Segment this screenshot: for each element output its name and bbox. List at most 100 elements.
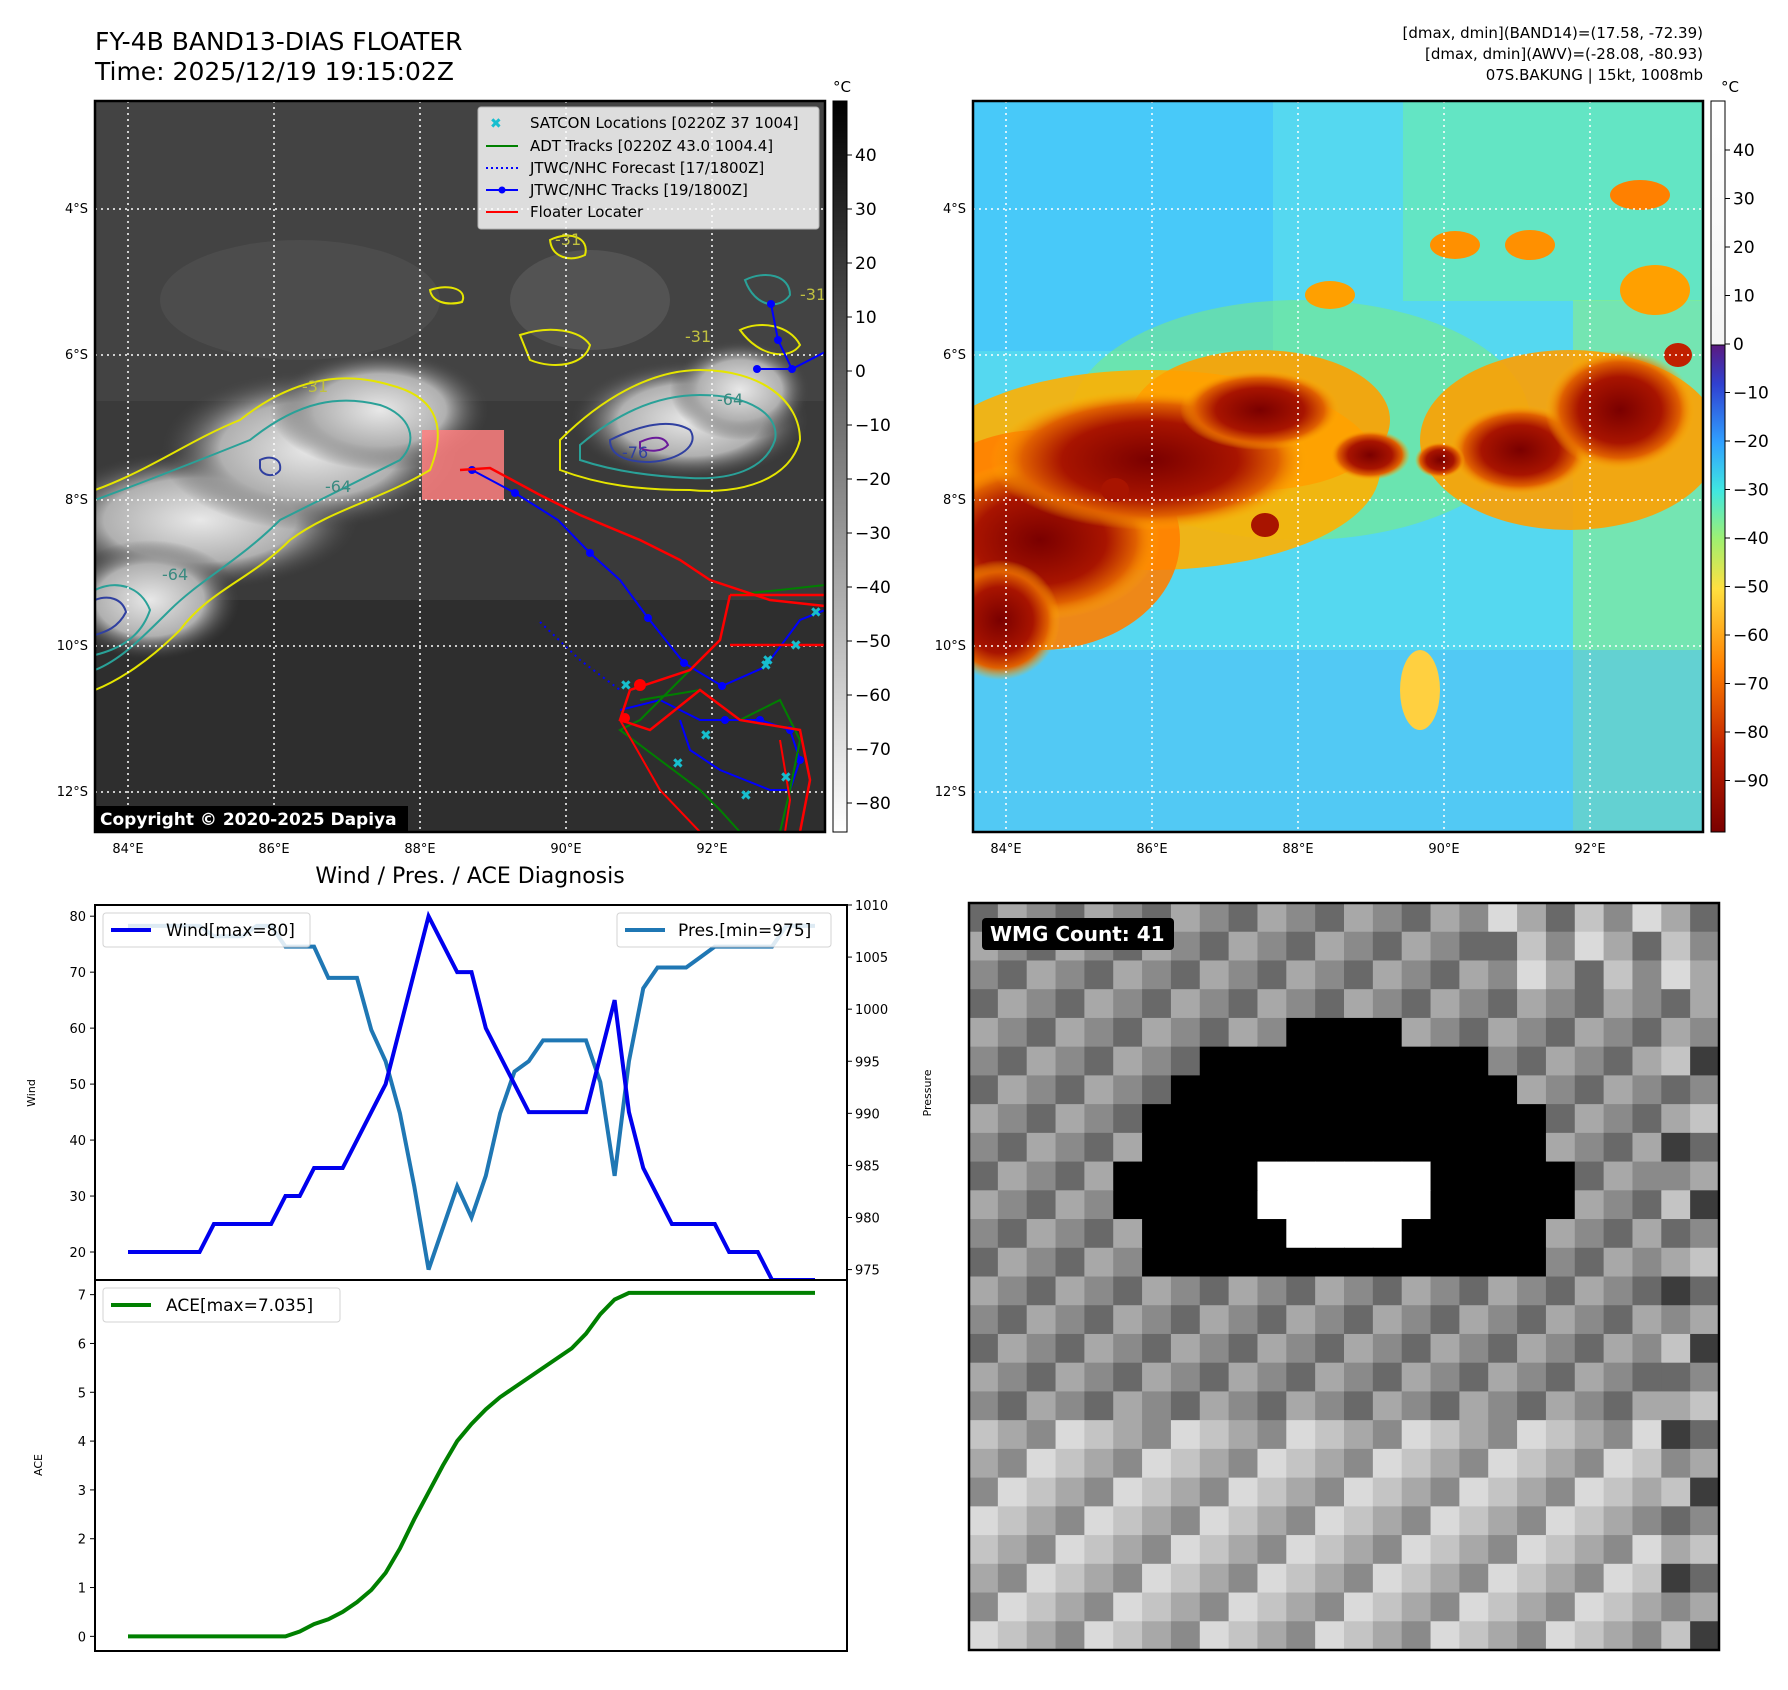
awv-colorbar-tick: 0	[1733, 335, 1744, 355]
awv-image	[973, 101, 1703, 832]
ir-colorbar-unit: °C	[833, 78, 851, 96]
awv-colorbar-tick: −60	[1733, 626, 1769, 646]
svg-text:84°E: 84°E	[112, 842, 143, 857]
awv-imagery-panel: 84°E 86°E 88°E 90°E 92°E 4°S 6°S 8°S 10°S 12…	[935, 78, 1769, 857]
ir-colorbar-tick: −10	[855, 416, 891, 436]
pres-tick: 1010	[855, 899, 888, 914]
svg-text:✖: ✖	[790, 638, 802, 654]
awv-colorbar-ticks: 40 30 20 10 0 −10 −20 −30 −40 −50 −60 −70 −80 −90	[1725, 141, 1769, 792]
awv-colorbar-tick: −70	[1733, 675, 1769, 695]
svg-text:12°S: 12°S	[57, 785, 88, 800]
contour-label: -31	[800, 285, 826, 304]
storm-info: 07S.BAKUNG | 15kt, 1008mb	[1486, 66, 1703, 84]
floater-locater	[459, 466, 825, 832]
ace-tick: 1	[78, 1582, 86, 1597]
pres-legend: Pres.[min=975]	[616, 912, 832, 948]
pres-tick: 975	[855, 1264, 880, 1279]
satcon-legend-marker: ✖	[490, 116, 502, 132]
ace-tick: 6	[78, 1337, 86, 1352]
svg-text:6°S: 6°S	[65, 348, 88, 363]
awv-colorbar-tick: −40	[1733, 529, 1769, 549]
svg-text:90°E: 90°E	[1428, 842, 1459, 857]
contour-label: -31	[685, 327, 711, 346]
copyright-text: Copyright © 2020-2025 Dapiya	[100, 810, 397, 830]
ir-colorbar-tick: −80	[855, 794, 891, 814]
svg-text:86°E: 86°E	[258, 842, 289, 857]
ir-colorbar-tick: −50	[855, 632, 891, 652]
awv-colorbar-tick: −90	[1733, 772, 1769, 792]
pres-tick: 1000	[855, 1003, 888, 1018]
svg-text:✖: ✖	[762, 653, 774, 669]
svg-text:84°E: 84°E	[990, 842, 1021, 857]
awv-colorbar-tick: 10	[1733, 287, 1755, 307]
pres-tick: 985	[855, 1159, 880, 1174]
wmg-grid	[969, 903, 1720, 1651]
svg-text:8°S: 8°S	[943, 493, 966, 508]
ir-x-ticks: 84°E 86°E 88°E 90°E 92°E	[112, 842, 727, 857]
svg-text:✖: ✖	[620, 678, 632, 694]
pres-y-ticks: 1010 1005 1000 995 990 985 980 975	[847, 899, 888, 1279]
ace-legend-label: ACE[max=7.035]	[166, 1296, 313, 1316]
jtwc-tracks	[468, 300, 825, 791]
svg-text:8°S: 8°S	[65, 493, 88, 508]
ace-series-line	[128, 1290, 815, 1639]
legend-jtwc-tracks: JTWC/NHC Tracks [19/1800Z]	[529, 181, 748, 199]
wind-y-ticks: 80 70 60 50 40 30 20	[69, 910, 95, 1261]
wind-tick: 80	[69, 910, 86, 925]
legend-floater: Floater Locater	[530, 203, 644, 221]
ir-colorbar-tick: 0	[855, 362, 866, 382]
legend-satcon: SATCON Locations [0220Z 37 1004]	[530, 114, 798, 132]
wind-series-line	[128, 910, 815, 1282]
wind-pres-panel: 80 70 60 50 40 30 20 1010 1005 1000 995 990 985 980 9…	[25, 899, 934, 1282]
ace-y-ticks: 7 6 5 4 3 2 1 0	[78, 1289, 95, 1645]
wmg-count-box	[982, 918, 1174, 950]
contour-label: -31	[302, 377, 328, 396]
legend-jtwc-forecast: JTWC/NHC Forecast [17/1800Z]	[529, 159, 764, 177]
awv-y-ticks: 4°S 6°S 8°S 10°S 12°S	[935, 202, 966, 800]
ir-colorbar-tick: 30	[855, 200, 877, 220]
wind-tick: 20	[69, 1246, 86, 1261]
ir-colorbar-tick: 10	[855, 308, 877, 328]
svg-text:6°S: 6°S	[943, 348, 966, 363]
contour-label: -64	[717, 390, 743, 409]
svg-text:86°E: 86°E	[1136, 842, 1167, 857]
ir-colorbar-tick: −30	[855, 524, 891, 544]
ir-colorbar-tick: −60	[855, 686, 891, 706]
copyright-box	[95, 806, 408, 832]
pres-tick: 990	[855, 1107, 880, 1122]
svg-text:10°S: 10°S	[935, 639, 966, 654]
ace-tick: 0	[78, 1630, 86, 1645]
wind-tick: 50	[69, 1078, 86, 1093]
ace-tick: 5	[78, 1386, 86, 1401]
svg-text:88°E: 88°E	[404, 842, 435, 857]
awv-colorbar-lower	[1710, 344, 1726, 833]
svg-text:92°E: 92°E	[1574, 842, 1605, 857]
svg-text:90°E: 90°E	[550, 842, 581, 857]
awv-colorbar-tick: 40	[1733, 141, 1755, 161]
svg-text:✖: ✖	[740, 788, 752, 804]
svg-text:✖: ✖	[810, 605, 822, 621]
awv-colorbar-tick: −20	[1733, 432, 1769, 452]
contour-label: -31	[555, 230, 581, 249]
ace-tick: 4	[78, 1435, 86, 1450]
awv-colorbar-tick: −50	[1733, 578, 1769, 598]
ir-colorbar-ticks: 40 30 20 10 0 −10 −20 −30 −40 −50 −60 −70 −80	[847, 146, 891, 814]
pres-ylabel: Pressure	[921, 1069, 934, 1116]
awv-x-ticks: 84°E 86°E 88°E 90°E 92°E	[990, 842, 1605, 857]
satcon-locations: ✖✖✖ ✖✖✖ ✖✖✖	[620, 605, 822, 804]
awv-colorbar-tick: −80	[1733, 723, 1769, 743]
svg-text:✖: ✖	[700, 728, 712, 744]
wind-legend: Wind[max=80]	[102, 912, 311, 948]
ace-tick: 7	[78, 1289, 86, 1304]
svg-text:✖: ✖	[780, 770, 792, 786]
pres-tick: 995	[855, 1055, 880, 1070]
svg-text:12°S: 12°S	[935, 785, 966, 800]
wind-tick: 30	[69, 1190, 86, 1205]
pres-tick: 980	[855, 1212, 880, 1227]
svg-text:92°E: 92°E	[696, 842, 727, 857]
svg-text:✖: ✖	[760, 658, 772, 674]
wind-tick: 60	[69, 1022, 86, 1037]
ir-colorbar-tick: 40	[855, 146, 877, 166]
svg-text:4°S: 4°S	[943, 202, 966, 217]
